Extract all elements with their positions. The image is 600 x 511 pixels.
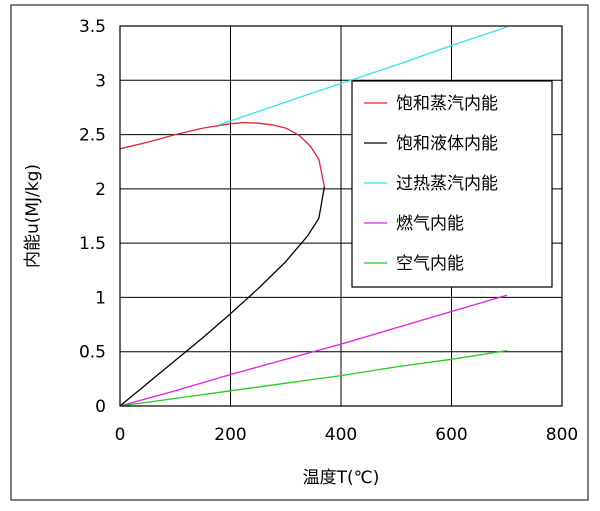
x-tick-labels: 0 200 400 600 800 xyxy=(115,425,579,445)
x-tick-label: 800 xyxy=(546,425,578,445)
y-tick-label: 3 xyxy=(95,71,106,91)
y-tick-label: 1 xyxy=(95,288,106,308)
series-line-3 xyxy=(119,294,507,407)
series-line-2 xyxy=(219,26,508,126)
y-tick-label: 2 xyxy=(95,180,106,200)
legend-label: 饱和蒸汽内能 xyxy=(396,94,498,114)
legend-box xyxy=(351,80,553,288)
series-line-0 xyxy=(119,121,326,187)
y-tick-labels: 0 0.5 1 1.5 2 2.5 3 3.5 xyxy=(79,17,106,417)
y-tick-label: 3.5 xyxy=(79,17,106,37)
legend-label: 空气内能 xyxy=(396,254,464,274)
legend-label: 燃气内能 xyxy=(396,214,464,234)
x-tick-label: 200 xyxy=(214,425,246,445)
x-tick-label: 400 xyxy=(325,425,357,445)
x-tick-label: 600 xyxy=(435,425,467,445)
x-axis-title: 温度T(℃) xyxy=(303,468,380,488)
y-tick-label: 1.5 xyxy=(79,234,106,254)
y-tick-label: 2.5 xyxy=(79,126,106,146)
legend-label: 过热蒸汽内能 xyxy=(396,174,498,194)
series-line-4 xyxy=(119,349,507,407)
series-lines xyxy=(119,26,508,407)
series-line-1 xyxy=(119,186,326,407)
y-tick-label: 0 xyxy=(95,397,106,417)
y-axis-title: 内能u(MJ/kg) xyxy=(23,164,43,268)
x-tick-label: 0 xyxy=(115,425,126,445)
legend-label: 饱和液体内能 xyxy=(396,134,498,154)
plot-border xyxy=(119,25,563,407)
y-tick-label: 0.5 xyxy=(79,343,106,363)
